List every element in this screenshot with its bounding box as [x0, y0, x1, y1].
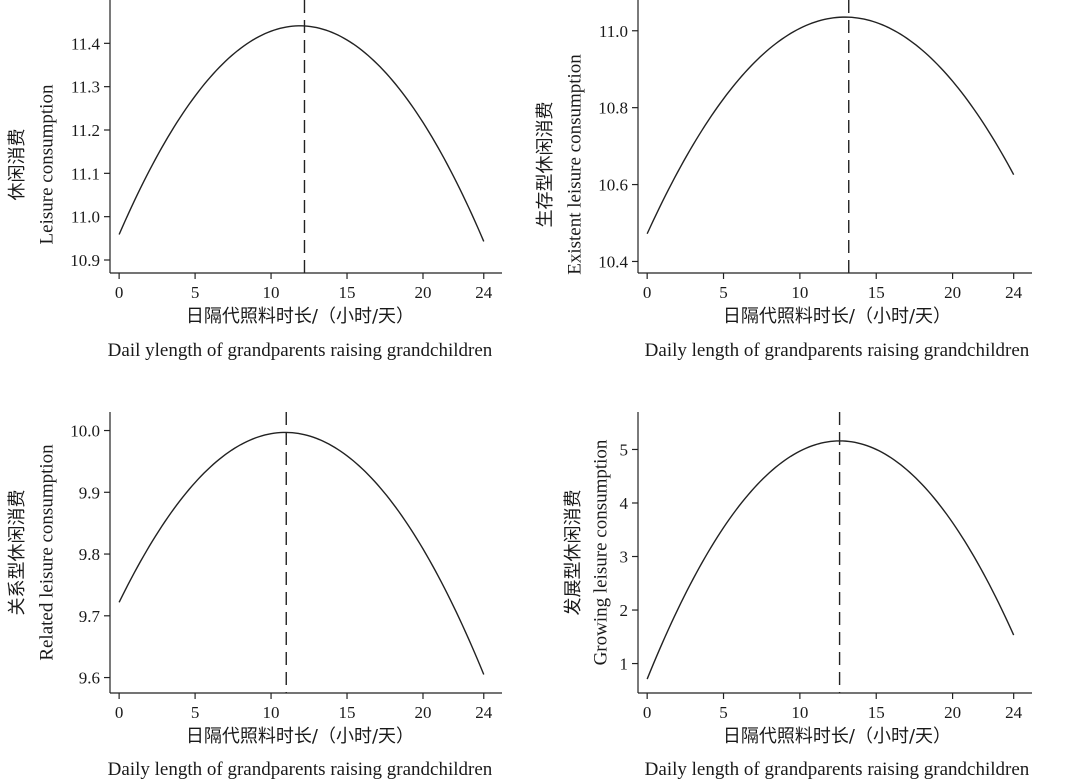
y-tick-label: 9.7	[79, 607, 101, 626]
x-tick-label: 24	[475, 703, 493, 722]
x-axis-label-en: Daily length of grandparents raising gra…	[645, 759, 1030, 780]
x-tick-label: 5	[191, 703, 200, 722]
y-tick-label: 11.2	[71, 121, 100, 140]
y-axis-label-en: Related leisure consumption	[36, 444, 57, 661]
chart-panel-3: 0 5 10 15 20 24 9.6 9.7 9.8 9.9 10.0 日隔代照料时长/（小时/天）…	[7, 412, 502, 780]
x-tick-label: 15	[868, 283, 885, 302]
y-tick-label: 9.6	[79, 669, 100, 688]
x-tick-label: 20	[944, 283, 961, 302]
x-axis-label-cn: 日隔代照料时长/（小时/天）	[186, 726, 414, 747]
x-axis-label-cn: 日隔代照料时长/（小时/天）	[723, 306, 951, 327]
y-tick-label: 1	[620, 655, 629, 674]
y-axis-label-en: Growing leisure consumption	[590, 439, 611, 665]
x-axis-label-en: Dail ylength of grandparents raising gra…	[108, 340, 493, 361]
y-tick-label: 11.4	[71, 34, 101, 53]
chart-panel-1: 0 5 10 15 20 24 10.9 11.0 11.1 11.2 11.3 11.4 日隔代照料时…	[7, 0, 502, 361]
y-tick-label: 3	[620, 548, 629, 567]
x-tick-label: 20	[414, 283, 431, 302]
x-tick-label: 24	[475, 283, 493, 302]
y-tick-label: 11.0	[599, 22, 628, 41]
y-axis-label-en: Existent leisure consumption	[564, 54, 585, 275]
y-axis-label-cn: 发展型休闲消费	[563, 490, 584, 616]
y-tick-label: 9.9	[79, 483, 100, 502]
y-axis-label-cn: 生存型休闲消费	[535, 102, 556, 228]
y-tick-label: 10.4	[598, 252, 628, 271]
x-tick-label: 24	[1005, 283, 1023, 302]
x-tick-label: 20	[944, 703, 961, 722]
x-tick-label: 10	[263, 283, 280, 302]
x-tick-label: 10	[791, 703, 808, 722]
x-tick-label: 10	[263, 703, 280, 722]
series-line	[646, 16, 1015, 235]
x-tick-label: 10	[791, 283, 808, 302]
x-axis-label-en: Daily length of grandparents raising gra…	[645, 340, 1030, 361]
y-tick-label: 4	[620, 494, 629, 513]
x-axis-label-en: Daily length of grandparents raising gra…	[108, 759, 493, 780]
y-axis-label-cn: 休闲消费	[7, 129, 28, 201]
x-axis-label-cn: 日隔代照料时长/（小时/天）	[723, 726, 951, 747]
y-axis-label-cn: 关系型休闲消费	[7, 490, 28, 616]
y-tick-label: 10.0	[70, 422, 100, 441]
y-tick-label: 2	[620, 601, 629, 620]
series-line	[646, 440, 1015, 680]
y-tick-label: 9.8	[79, 545, 100, 564]
x-tick-label: 0	[115, 703, 124, 722]
x-axis-label-cn: 日隔代照料时长/（小时/天）	[186, 306, 414, 327]
y-tick-label: 10.9	[70, 251, 100, 270]
x-tick-label: 0	[643, 283, 652, 302]
x-tick-label: 20	[414, 703, 431, 722]
chart-panel-4: 0 5 10 15 20 24 1 2 3 4 5 日隔代照料时长/（小时/天） Daily lengt…	[563, 412, 1032, 780]
x-tick-label: 0	[643, 703, 652, 722]
x-tick-label: 5	[719, 703, 728, 722]
x-tick-label: 15	[339, 703, 356, 722]
y-tick-label: 11.3	[71, 78, 100, 97]
series-line	[118, 25, 485, 242]
y-tick-label: 11.1	[71, 164, 100, 183]
series-line	[118, 431, 485, 675]
x-tick-label: 15	[868, 703, 885, 722]
x-tick-label: 15	[339, 283, 356, 302]
y-tick-label: 10.8	[598, 99, 628, 118]
x-tick-label: 5	[191, 283, 200, 302]
x-tick-label: 5	[719, 283, 728, 302]
y-tick-label: 11.0	[71, 208, 100, 227]
y-tick-label: 10.6	[598, 176, 628, 195]
x-tick-label: 0	[115, 283, 124, 302]
x-tick-label: 24	[1005, 703, 1023, 722]
y-axis-label-en: Leisure consumption	[36, 84, 57, 244]
chart-panel-2: 0 5 10 15 20 24 10.4 10.6 10.8 11.0 日隔代照料时长/（小时/天）…	[535, 0, 1032, 361]
y-tick-label: 5	[620, 440, 629, 459]
